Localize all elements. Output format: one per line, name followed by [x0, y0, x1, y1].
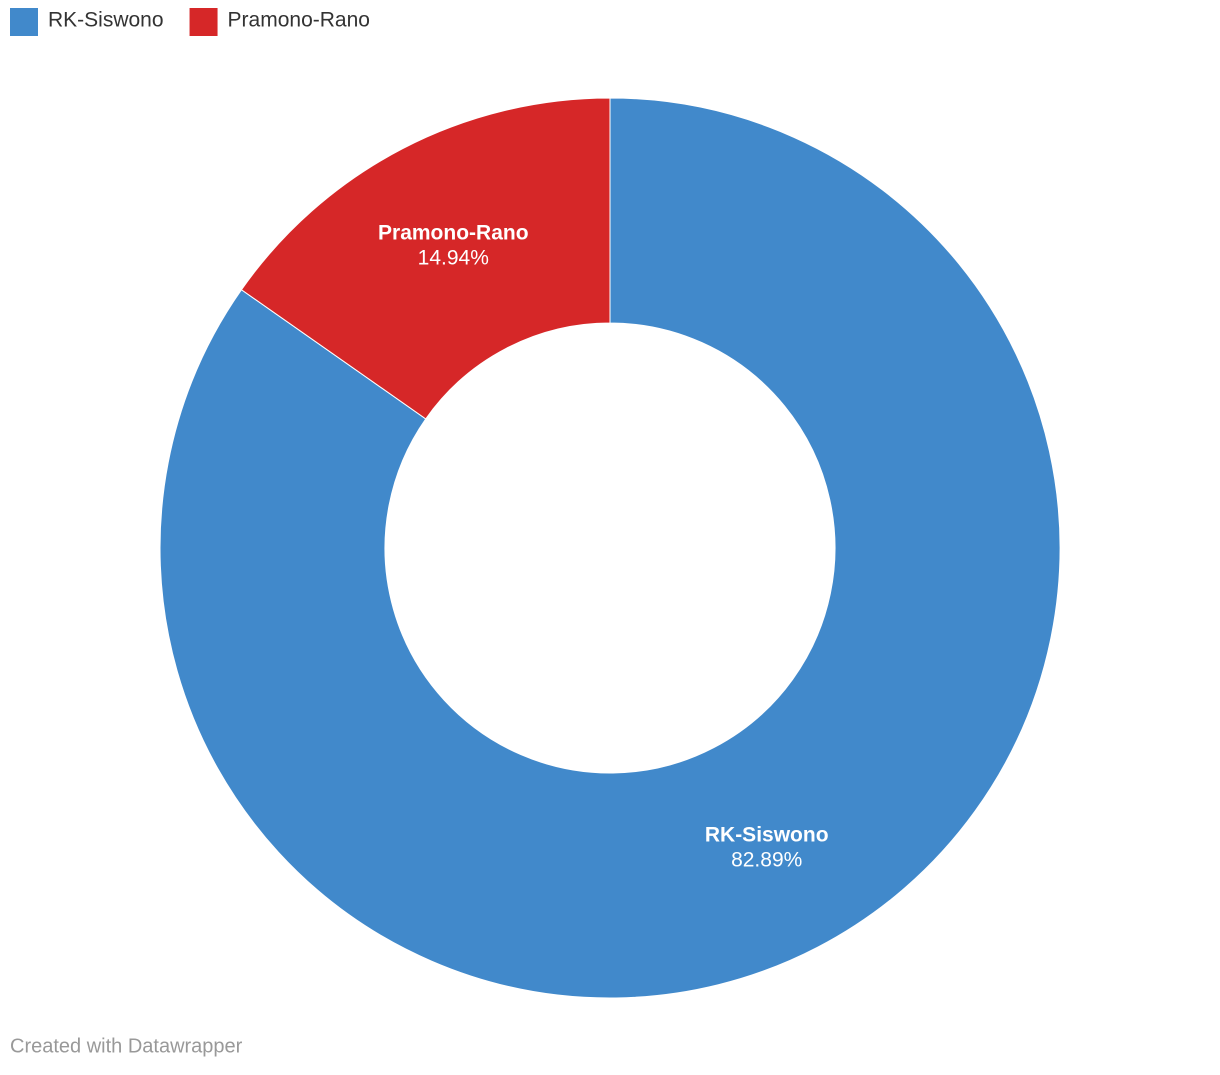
credit: Created with Datawrapper: [10, 1035, 243, 1057]
legend-label: Pramono-Rano: [228, 9, 370, 32]
donut-slice: [240, 97, 611, 420]
donut-slice: [159, 97, 1061, 999]
legend-swatch: [10, 8, 38, 36]
slice-value: 14.94%: [418, 246, 489, 269]
slice-name: RK-Siswono: [705, 824, 829, 847]
legend-swatch: [189, 8, 218, 36]
slice-name: Pramono-Rano: [378, 221, 529, 244]
legend-label: RK-Siswono: [48, 9, 164, 32]
slice-value: 82.89%: [731, 849, 802, 872]
